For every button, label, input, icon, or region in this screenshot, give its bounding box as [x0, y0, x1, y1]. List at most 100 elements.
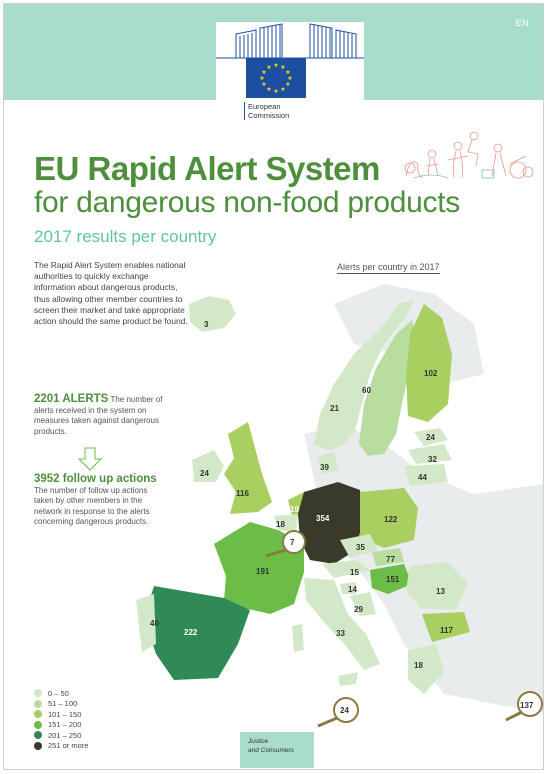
alerts-block: 2201 ALERTS The number of alerts receive… — [34, 393, 164, 437]
svg-text:★: ★ — [273, 88, 278, 95]
label-netherlands: 119 — [286, 505, 299, 514]
svg-text:★: ★ — [280, 86, 285, 93]
followups-count: 3952 follow up actions — [34, 473, 157, 485]
label-cyprus: 137 — [520, 701, 534, 710]
legend-label: 0 – 50 — [48, 688, 69, 698]
legend-label: 151 – 200 — [48, 720, 82, 730]
svg-text:★: ★ — [266, 64, 271, 71]
label-greece: 18 — [414, 661, 423, 670]
portugal-shape — [136, 594, 156, 652]
norway-shape — [314, 300, 414, 450]
legend-swatch — [34, 741, 42, 750]
people-illustration — [404, 131, 534, 179]
latvia-shape — [408, 444, 452, 464]
down-arrow-icon — [77, 447, 103, 471]
denmark-shape — [318, 452, 338, 474]
label-luxembourg: 7 — [290, 538, 295, 547]
legend-swatch — [34, 710, 42, 719]
svg-text:★: ★ — [266, 86, 271, 93]
legend-item: 51 – 100 — [34, 699, 88, 710]
finland-shape — [406, 304, 452, 422]
eu-flag-icon: ★ ★★ ★★★ ★★★ ★★★ — [246, 58, 306, 98]
label-belgium: 18 — [276, 520, 285, 529]
legend-label: 101 – 150 — [48, 709, 82, 719]
legend-label: 251 or more — [48, 741, 89, 751]
france-shape — [214, 522, 304, 614]
croatia-shape — [350, 592, 376, 616]
label-portugal: 40 — [150, 619, 159, 628]
sweden-shape — [359, 320, 418, 456]
legend-item: 251 or more — [34, 741, 88, 752]
cyprus-magnifier-icon — [505, 691, 543, 722]
slovenia-shape — [340, 582, 356, 594]
iceland-shape — [189, 296, 236, 332]
label-slovakia: 77 — [386, 555, 395, 564]
estonia-shape — [414, 428, 448, 446]
czechia-shape — [340, 534, 378, 558]
sicily-shape — [338, 672, 358, 686]
language-link[interactable]: EN — [515, 18, 529, 28]
label-malta: 24 — [340, 706, 349, 715]
bulgaria-shape — [422, 612, 470, 642]
poland-shape — [360, 488, 418, 548]
legend-swatch — [34, 731, 42, 740]
belgium-shape — [274, 514, 298, 532]
svg-text:★: ★ — [285, 69, 290, 76]
legend-label: 51 – 100 — [48, 699, 78, 709]
label-sweden: 60 — [362, 386, 371, 395]
uk-shape — [224, 422, 272, 514]
svg-text:★: ★ — [261, 69, 266, 76]
followups-block: 3952 follow up actions The number of fol… — [34, 473, 159, 528]
label-slovenia: 14 — [348, 585, 357, 594]
legend-swatch — [34, 689, 42, 698]
label-uk: 116 — [236, 489, 249, 498]
label-bulgaria: 117 — [440, 626, 453, 635]
svg-text:★: ★ — [285, 81, 290, 88]
svg-text:★: ★ — [280, 64, 285, 71]
slovakia-shape — [372, 548, 404, 566]
commission-name: European Commission — [244, 102, 289, 120]
ireland-shape — [192, 450, 224, 482]
label-czechia: 35 — [356, 543, 365, 552]
legend-label: 201 – 250 — [48, 730, 82, 740]
label-croatia: 29 — [354, 605, 363, 614]
alerts-count: 2201 ALERTS — [34, 393, 109, 405]
spain-shape — [144, 586, 250, 680]
legend-item: 151 – 200 — [34, 720, 88, 731]
label-denmark: 39 — [320, 463, 329, 472]
followups-description: The number of follow up actions taken by… — [34, 485, 150, 527]
legend-item: 201 – 250 — [34, 730, 88, 741]
legend-item: 0 – 50 — [34, 688, 88, 699]
alerts-description: The number of alerts received in the sys… — [34, 395, 163, 436]
page-title: EU Rapid Alert System — [34, 150, 380, 187]
page-title-line2: for dangerous non-food products — [34, 186, 460, 219]
sardinia-shape — [292, 624, 304, 652]
label-poland: 122 — [384, 515, 398, 524]
poster: EN ★ ★ ★ ★ ★ ★ ★ ★ ★ ★ ★ ★ European Commission — [3, 3, 544, 770]
label-france: 191 — [256, 567, 270, 576]
malta-magnifier-icon — [317, 697, 359, 728]
label-iceland: 3 — [204, 320, 209, 329]
svg-text:★: ★ — [261, 81, 266, 88]
intro-text: The Rapid Alert System enables national … — [34, 260, 188, 327]
label-latvia: 32 — [428, 455, 437, 464]
label-estonia: 24 — [426, 433, 435, 442]
austria-shape — [322, 560, 370, 578]
hungary-shape — [370, 564, 412, 594]
label-finland: 102 — [424, 369, 438, 378]
svg-text:★: ★ — [259, 75, 264, 82]
svg-text:★: ★ — [287, 75, 292, 82]
page-subtitle: 2017 results per country — [34, 227, 217, 246]
map-legend: 0 – 50 51 – 100 101 – 150 151 – 200 201 – 25… — [34, 688, 88, 751]
label-norway: 21 — [330, 404, 339, 413]
luxembourg-magnifier-icon — [265, 530, 306, 558]
label-italy: 33 — [336, 629, 345, 638]
europe-map: 3 21 60 102 24 32 44 24 116 39 119 18 7 … — [136, 284, 543, 728]
label-ireland: 24 — [200, 469, 209, 478]
romania-shape — [406, 562, 468, 610]
lithuania-shape — [404, 464, 448, 486]
justice-consumers-badge: Justice and Consumers — [240, 732, 314, 768]
label-spain: 222 — [184, 628, 198, 637]
label-germany: 354 — [316, 514, 330, 523]
greece-shape — [408, 644, 444, 694]
